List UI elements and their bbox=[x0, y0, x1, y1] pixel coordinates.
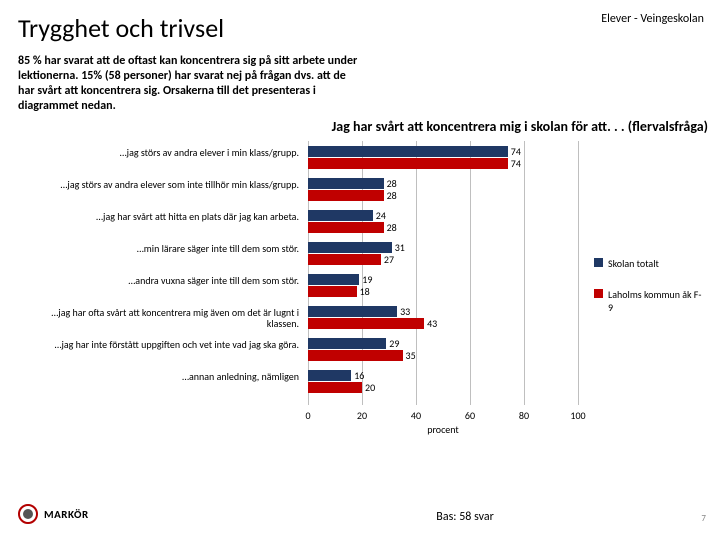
bar-value: 18 bbox=[360, 285, 370, 298]
bar-value: 28 bbox=[387, 189, 397, 202]
base-count: Bas: 58 svar bbox=[436, 510, 493, 524]
footer: MARKÖR Bas: 58 svar 7 bbox=[18, 504, 706, 524]
x-tick-label: 40 bbox=[411, 409, 421, 422]
chart-row: …min lärare säger inte till dem som stör… bbox=[18, 239, 578, 271]
x-tick-label: 0 bbox=[305, 409, 310, 422]
bar: 43 bbox=[308, 318, 424, 329]
chart-row: …jag störs av andra elever i min klass/g… bbox=[18, 143, 578, 175]
bar-value: 29 bbox=[389, 337, 399, 350]
logo: MARKÖR bbox=[18, 504, 89, 524]
legend-item: Skolan totalt bbox=[594, 257, 704, 270]
bar-value: 16 bbox=[354, 369, 364, 382]
bar: 35 bbox=[308, 350, 403, 361]
chart-row: …jag har inte förstått uppgiften och vet… bbox=[18, 335, 578, 367]
bar-value: 31 bbox=[395, 241, 405, 254]
chart-row: …jag har ofta svårt att koncentrera mig … bbox=[18, 303, 578, 335]
category-label: …jag störs av andra elever som inte till… bbox=[18, 179, 303, 190]
category-label: …jag har inte förstått uppgiften och vet… bbox=[18, 339, 303, 350]
bar-value: 35 bbox=[406, 349, 416, 362]
bar: 24 bbox=[308, 210, 373, 221]
intro-text: 85 % har svarat att de oftast kan koncen… bbox=[18, 54, 358, 114]
chart-row: …annan anledning, nämligen1620 bbox=[18, 367, 578, 399]
bar-group: 3343 bbox=[308, 306, 424, 329]
x-tick-label: 20 bbox=[357, 409, 367, 422]
bar-group: 2828 bbox=[308, 178, 384, 201]
x-tick-label: 80 bbox=[519, 409, 529, 422]
bar: 74 bbox=[308, 158, 508, 169]
bar: 31 bbox=[308, 242, 392, 253]
bar: 18 bbox=[308, 286, 357, 297]
bar: 27 bbox=[308, 254, 381, 265]
bar-group: 1620 bbox=[308, 370, 362, 393]
bar: 20 bbox=[308, 382, 362, 393]
category-label: …jag har svårt att hitta en plats där ja… bbox=[18, 211, 303, 222]
bar-group: 2428 bbox=[308, 210, 384, 233]
category-label: …andra vuxna säger inte till dem som stö… bbox=[18, 275, 303, 286]
legend-item: Laholms kommun åk F-9 bbox=[594, 288, 704, 314]
bar-group: 1918 bbox=[308, 274, 359, 297]
chart-row: …jag störs av andra elever som inte till… bbox=[18, 175, 578, 207]
bar: 16 bbox=[308, 370, 351, 381]
category-label: …jag har ofta svårt att koncentrera mig … bbox=[18, 307, 303, 329]
legend-label: Laholms kommun åk F-9 bbox=[608, 288, 704, 314]
header: Trygghet och trivsel Elever - Veingeskol… bbox=[18, 12, 710, 44]
bar-value: 43 bbox=[427, 317, 437, 330]
x-axis-title: procent bbox=[427, 423, 459, 436]
bar-value: 27 bbox=[384, 253, 394, 266]
legend: Skolan totalt Laholms kommun åk F-9 bbox=[594, 257, 704, 332]
bar: 74 bbox=[308, 146, 508, 157]
chart-row: …jag har svårt att hitta en plats där ja… bbox=[18, 207, 578, 239]
chart-title: Jag har svårt att koncentrera mig i skol… bbox=[18, 118, 710, 135]
page-number: 7 bbox=[701, 513, 706, 524]
category-label: …annan anledning, nämligen bbox=[18, 371, 303, 382]
legend-swatch bbox=[594, 289, 603, 298]
bar: 29 bbox=[308, 338, 386, 349]
bar: 33 bbox=[308, 306, 397, 317]
bar-value: 33 bbox=[400, 305, 410, 318]
gridline bbox=[578, 141, 579, 405]
bar: 28 bbox=[308, 178, 384, 189]
category-label: …jag störs av andra elever i min klass/g… bbox=[18, 147, 303, 158]
chart-rows: …jag störs av andra elever i min klass/g… bbox=[18, 143, 578, 399]
category-label: …min lärare säger inte till dem som stör… bbox=[18, 243, 303, 254]
bar-value: 20 bbox=[365, 381, 375, 394]
legend-label: Skolan totalt bbox=[608, 257, 659, 270]
page-title: Trygghet och trivsel bbox=[18, 12, 224, 44]
x-tick-label: 100 bbox=[570, 409, 585, 422]
bar-group: 3127 bbox=[308, 242, 392, 265]
bar: 28 bbox=[308, 222, 384, 233]
bar: 19 bbox=[308, 274, 359, 285]
bar-value: 74 bbox=[511, 157, 521, 170]
logo-icon bbox=[18, 504, 38, 524]
bar-group: 7474 bbox=[308, 146, 508, 169]
chart: 0 20 40 60 80 100 procent …jag störs av andra … bbox=[18, 141, 710, 441]
logo-text: MARKÖR bbox=[44, 508, 89, 521]
chart-row: …andra vuxna säger inte till dem som stö… bbox=[18, 271, 578, 303]
bar-value: 24 bbox=[376, 209, 386, 222]
x-tick-label: 60 bbox=[465, 409, 475, 422]
bar-group: 2935 bbox=[308, 338, 403, 361]
bar: 28 bbox=[308, 190, 384, 201]
bar-value: 28 bbox=[387, 221, 397, 234]
legend-swatch bbox=[594, 258, 603, 267]
context-label: Elever - Veingeskolan bbox=[601, 12, 704, 26]
slide: Trygghet och trivsel Elever - Veingeskol… bbox=[0, 0, 720, 540]
